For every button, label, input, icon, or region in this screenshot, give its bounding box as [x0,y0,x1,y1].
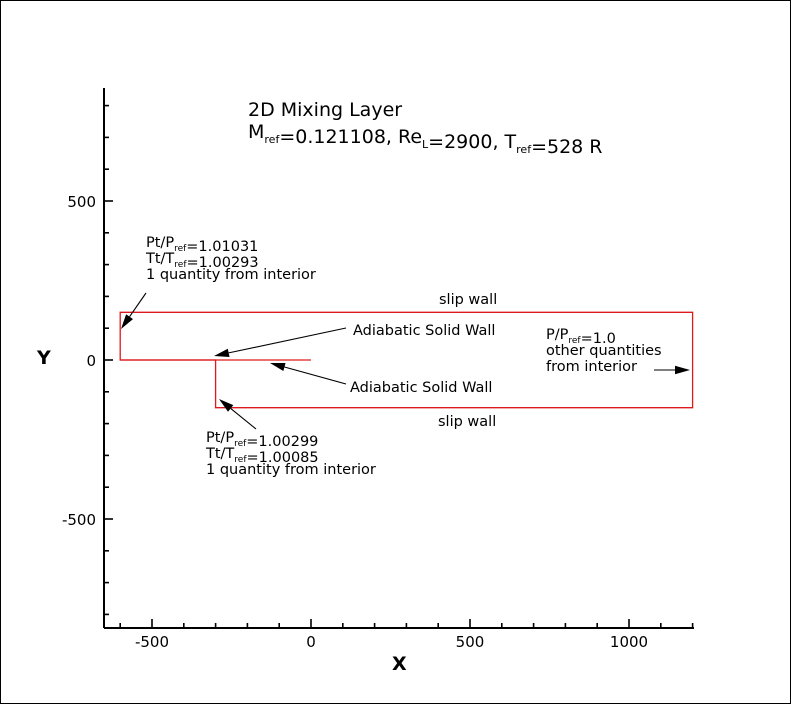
ticks: -500 0 500 1000 -500 0 500 [62,104,694,651]
lower-inlet-arrow [219,399,257,430]
flow-conditions-subtitle: Mref=0.121108, ReL=2900, Tref=528 R [248,121,603,158]
upper-inlet-line: 1 quantity from interior [146,267,316,283]
upper-inlet-line: Pt/Pref=1.01031 [146,235,258,255]
lower-inlet-line: 1 quantity from interior [206,462,376,478]
adiabatic-lower-arrow [270,362,347,385]
adiabatic-wall-lower-label: Adiabatic Solid Wall [350,380,492,396]
outlet-arrow [654,365,690,375]
diagram-title: 2D Mixing Layer [248,99,402,121]
upper-inlet-arrow [121,292,147,329]
domain-geometry [119,311,694,409]
x-tick-label: 500 [456,633,485,651]
outlet-line: other quantities [546,343,662,359]
adiabatic-upper-arrow [214,327,347,357]
x-tick-label: 0 [306,633,316,651]
x-axis-label: X [392,653,407,675]
upper-inlet-line: Tt/Tref=1.00293 [145,251,259,271]
outlet-line: from interior [546,359,637,375]
outlet-line: P/Pref=1.0 [546,327,616,347]
slip-wall-bottom-label: slip wall [438,414,496,430]
labels: Y X 2D Mixing Layer Mref=0.121108, ReL=2… [36,99,662,675]
x-tick-label: -500 [135,633,169,651]
annotation-arrows [121,292,690,430]
y-tick-label: -500 [62,511,96,529]
axes [103,88,694,629]
y-tick-label: 0 [86,352,96,370]
adiabatic-wall-upper-label: Adiabatic Solid Wall [353,323,495,339]
y-axis-label: Y [36,347,51,369]
lower-inlet-line: Pt/Pref=1.00299 [206,430,318,450]
slip-wall-top-label: slip wall [439,292,497,308]
y-tick-label: 500 [67,193,96,211]
x-tick-label: 1000 [610,633,648,651]
lower-inlet-line: Tt/Tref=1.00085 [205,446,319,466]
